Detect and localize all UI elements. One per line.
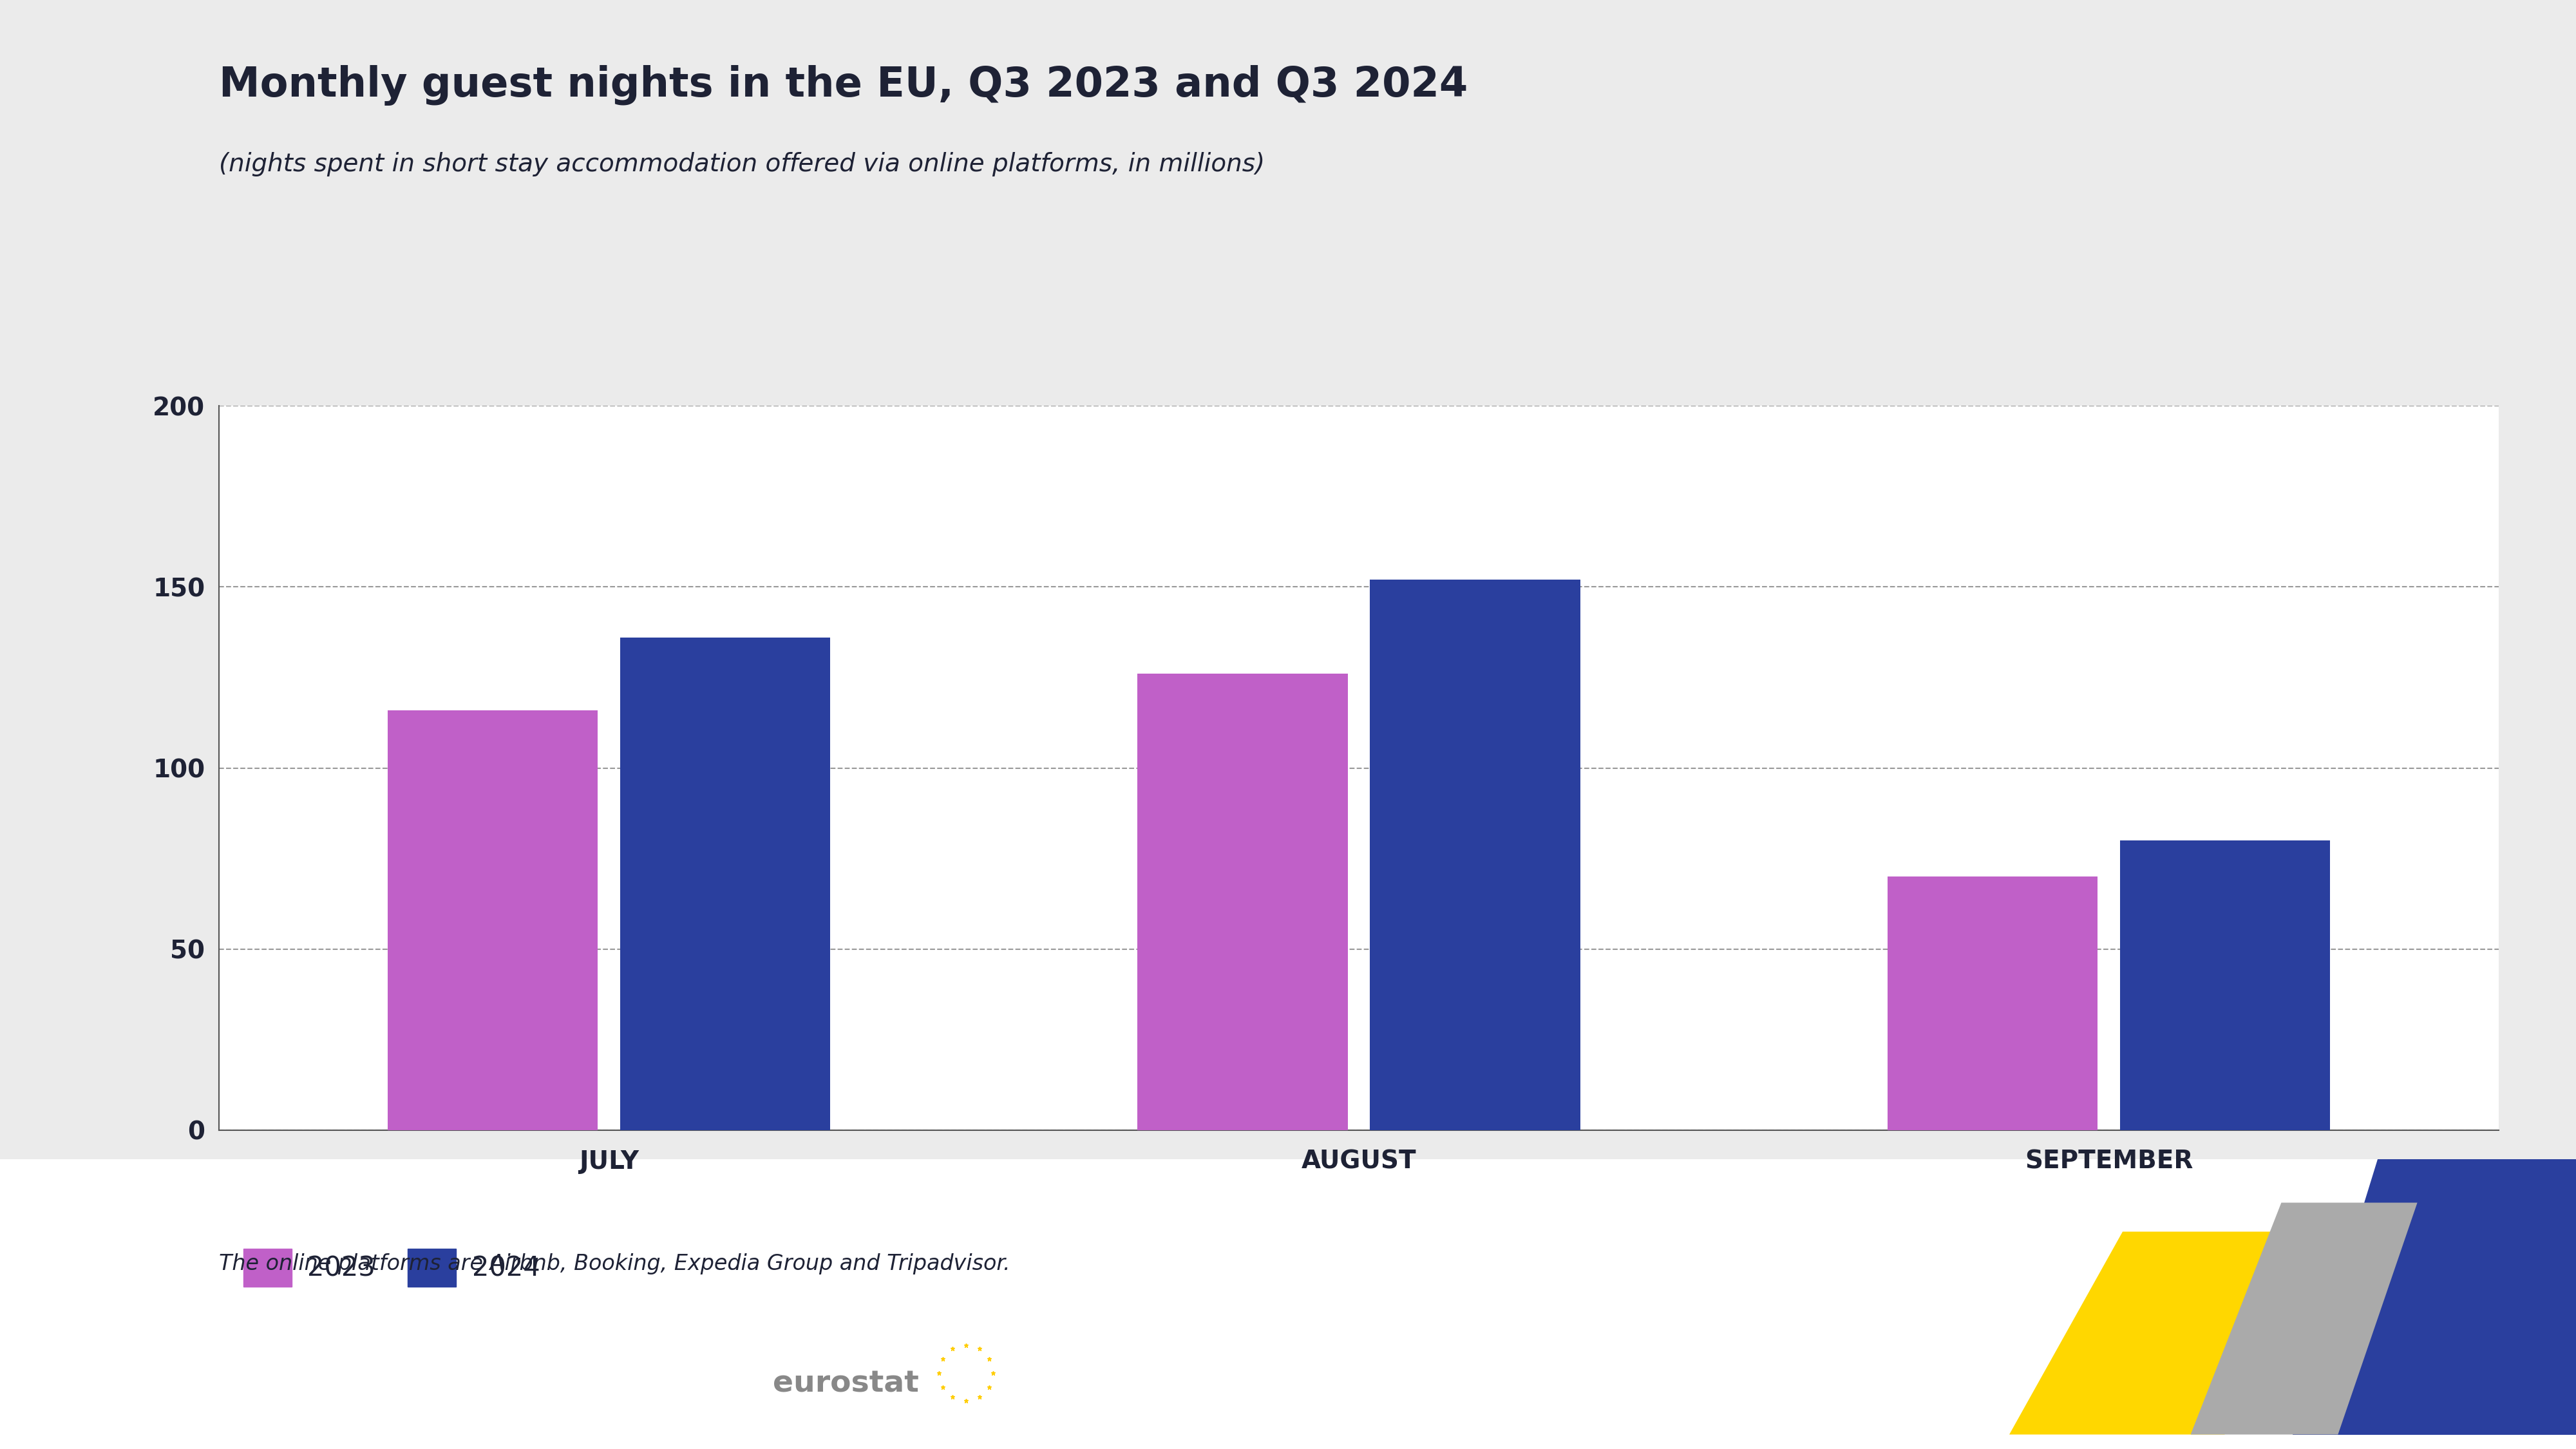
Bar [1888, 877, 2097, 1130]
Text: Monthly guest nights in the EU, Q3 2023 and Q3 2024: Monthly guest nights in the EU, Q3 2023 … [219, 65, 1468, 106]
Polygon shape [2293, 1159, 2576, 1435]
Legend: 2023, 2024: 2023, 2024 [232, 1237, 551, 1297]
Bar [621, 638, 829, 1130]
Bar [2120, 840, 2329, 1130]
Text: eurostat: eurostat [773, 1369, 920, 1398]
Polygon shape [2009, 1232, 2321, 1435]
Bar [1370, 580, 1579, 1130]
Polygon shape [2190, 1203, 2416, 1435]
Bar [1139, 674, 1347, 1130]
Text: The online platforms are Airbnb, Booking, Expedia Group and Tripadvisor.: The online platforms are Airbnb, Booking… [219, 1253, 1010, 1275]
Text: (nights spent in short stay accommodation offered via online platforms, in milli: (nights spent in short stay accommodatio… [219, 152, 1265, 177]
Bar [389, 710, 598, 1130]
